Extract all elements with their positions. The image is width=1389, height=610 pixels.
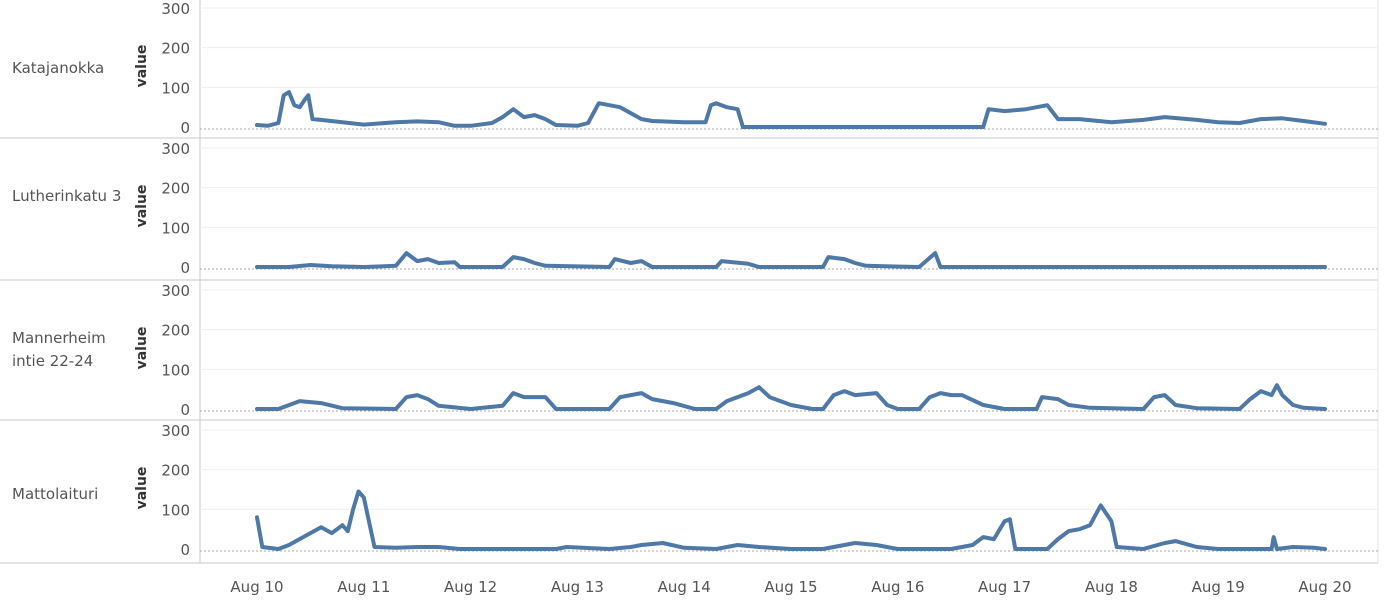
series-line: [255, 383, 1327, 411]
x-tick-label: Aug 13: [551, 578, 604, 596]
x-tick-label: Aug 17: [978, 578, 1031, 596]
x-tick-label: Aug 20: [1298, 578, 1351, 596]
y-tick-label: 100: [161, 79, 190, 97]
y-tick-label: 300: [161, 422, 190, 440]
y-axis-title: value: [134, 185, 150, 228]
y-axis-title: value: [134, 327, 150, 370]
y-tick-label: 200: [161, 180, 190, 198]
x-tick-label: Aug 12: [444, 578, 497, 596]
y-tick-label: 300: [161, 0, 190, 18]
series-line: [255, 489, 1327, 551]
y-tick-label: 0: [180, 259, 190, 277]
y-tick-label: 0: [180, 401, 190, 419]
facet-row-label: Mattolaituri: [12, 485, 99, 503]
y-axis-title: value: [134, 45, 150, 88]
facet-row-label: Mannerheim intie 22-24: [12, 329, 106, 370]
facet-row-label: Lutherinkatu 3: [12, 187, 122, 205]
x-tick-label: Aug 19: [1192, 578, 1245, 596]
x-tick-label: Aug 15: [764, 578, 817, 596]
x-tick-label: Aug 16: [871, 578, 924, 596]
facet-row-label: Katajanokka: [12, 59, 105, 77]
y-tick-label: 0: [180, 119, 190, 137]
facet-row: 0 100 200 300 value: [0, 282, 1378, 421]
x-tick-label: Aug 14: [658, 578, 711, 596]
y-tick-label: 100: [161, 219, 190, 237]
y-tick-label: 300: [161, 282, 190, 300]
y-tick-label: 200: [161, 462, 190, 480]
y-tick-label: 200: [161, 40, 190, 58]
facet-row: 0 100 200 300 value: [0, 422, 1378, 564]
y-tick-label: 200: [161, 322, 190, 340]
y-tick-label: 100: [161, 361, 190, 379]
facet-row: 0 100 200 300 value: [0, 140, 1378, 281]
y-axis-title: value: [134, 467, 150, 510]
series-line: [255, 90, 1327, 129]
series-line: [255, 251, 1327, 269]
x-tick-label: Aug 18: [1085, 578, 1138, 596]
y-tick-label: 300: [161, 140, 190, 158]
x-tick-label: Aug 11: [337, 578, 390, 596]
y-tick-label: 100: [161, 501, 190, 519]
facet-row: 0 100 200 300 value: [0, 0, 1378, 139]
y-tick-label: 0: [180, 541, 190, 559]
x-tick-label: Aug 10: [230, 578, 283, 596]
